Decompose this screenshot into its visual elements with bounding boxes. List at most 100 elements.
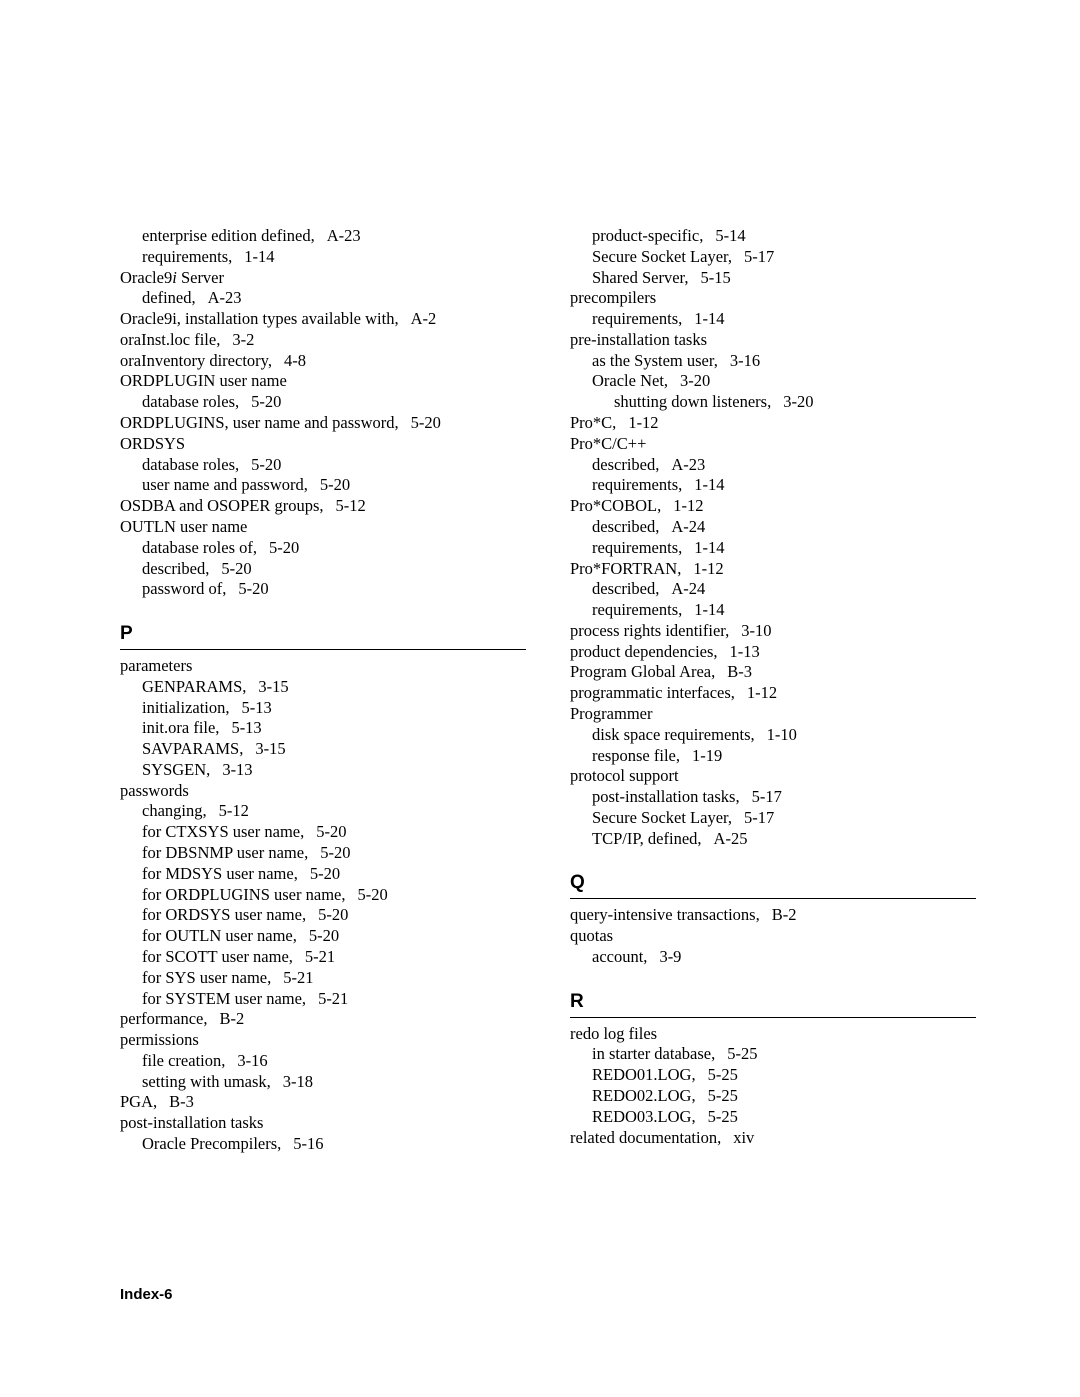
index-entry: database roles,5-20 (142, 455, 526, 476)
index-entry-text: Server (177, 268, 224, 287)
index-entry: initialization,5-13 (142, 698, 526, 719)
index-entry-text: for ORDSYS user name, (142, 905, 306, 924)
index-entry: changing,5-12 (142, 801, 526, 822)
index-entry: requirements,1-14 (142, 247, 526, 268)
index-entry-text: SAVPARAMS, (142, 739, 243, 758)
page-footer: Index-6 (120, 1286, 173, 1303)
index-entry-text: performance, (120, 1009, 208, 1028)
index-entry-text: shutting down listeners, (614, 392, 771, 411)
index-entry-text: account, (592, 947, 647, 966)
index-entry-text: precompilers (570, 288, 656, 307)
index-entry-text: Secure Socket Layer, (592, 247, 732, 266)
index-entry-ref: A-24 (671, 579, 705, 598)
index-entry-text: setting with umask, (142, 1072, 271, 1091)
index-entry-text: REDO01.LOG, (592, 1065, 696, 1084)
index-entry-text: database roles of, (142, 538, 257, 557)
index-entry: protocol support (570, 766, 976, 787)
index-entry-ref: 5-20 (316, 822, 346, 841)
index-entry-text: requirements, (592, 309, 682, 328)
index-entry-text: ORDPLUGINS, user name and password, (120, 413, 399, 432)
index-entry-ref: 5-20 (320, 843, 350, 862)
index-entry: performance,B-2 (120, 1009, 526, 1030)
index-entry-text: for SYS user name, (142, 968, 271, 987)
index-entry-ref: B-3 (169, 1092, 194, 1111)
index-entry-ref: 1-19 (692, 746, 722, 765)
index-entry-text: PGA, (120, 1092, 157, 1111)
index-entry-text: requirements, (592, 538, 682, 557)
index-page: enterprise edition defined,A-23requireme… (0, 0, 1080, 1155)
index-entry: SAVPARAMS, 3-15 (142, 739, 526, 760)
index-entry-text: requirements, (592, 600, 682, 619)
index-entry-text: response file, (592, 746, 680, 765)
index-entry-text: in starter database, (592, 1044, 715, 1063)
index-entry-text: requirements, (142, 247, 232, 266)
index-entry: setting with umask, 3-18 (142, 1072, 526, 1093)
index-entry-text: protocol support (570, 766, 679, 785)
index-entry: Program Global Area,B-3 (570, 662, 976, 683)
index-entry: quotas (570, 926, 976, 947)
index-entry-text: passwords (120, 781, 189, 800)
index-entry-ref: 1-12 (747, 683, 777, 702)
index-entry-ref: A-23 (208, 288, 242, 307)
index-entry: redo log files (570, 1024, 976, 1045)
index-entry-text: for ORDPLUGINS user name, (142, 885, 345, 904)
index-entry-ref: 3-18 (283, 1072, 313, 1091)
index-entry: response file, 1-19 (592, 746, 976, 767)
index-entry: Oracle Precompilers, 5-16 (142, 1134, 526, 1155)
index-entry-ref: 3-15 (258, 677, 288, 696)
index-entry-text: query-intensive transactions, (570, 905, 760, 924)
index-entry-ref: 3-20 (680, 371, 710, 390)
index-entry-text: process rights identifier, (570, 621, 729, 640)
index-entry: requirements,1-14 (592, 475, 976, 496)
index-entry: Pro*C/C++ (570, 434, 976, 455)
index-entry: Secure Socket Layer,5-17 (592, 247, 976, 268)
index-entry: Secure Socket Layer,5-17 (592, 808, 976, 829)
index-entry-ref: 1-12 (673, 496, 703, 515)
index-entry: OSDBA and OSOPER groups,5-12 (120, 496, 526, 517)
index-entry-ref: xiv (733, 1128, 754, 1147)
index-entry-ref: 1-13 (730, 642, 760, 661)
index-entry-ref: 5-21 (305, 947, 335, 966)
index-entry-text: described, (592, 579, 659, 598)
index-entry-ref: 5-25 (727, 1044, 757, 1063)
index-entry-text: described, (592, 455, 659, 474)
index-entry-text: parameters (120, 656, 192, 675)
index-entry: permissions (120, 1030, 526, 1051)
index-entry-ref: 5-15 (700, 268, 730, 287)
index-entry: file creation,3-16 (142, 1051, 526, 1072)
index-entry-ref: 5-25 (708, 1107, 738, 1126)
section-heading-r: R (570, 990, 976, 1014)
index-entry-ref: A-23 (671, 455, 705, 474)
index-entry: REDO02.LOG,5-25 (592, 1086, 976, 1107)
index-entry: REDO03.LOG,5-25 (592, 1107, 976, 1128)
index-entry-ref: 5-16 (293, 1134, 323, 1153)
left-column: enterprise edition defined,A-23requireme… (120, 226, 526, 1155)
index-entry: Oracle9i, installation types available w… (120, 309, 526, 330)
index-entry: for CTXSYS user name,5-20 (142, 822, 526, 843)
index-entry-ref: 3-15 (255, 739, 285, 758)
index-entry-text: TCP/IP, defined, (592, 829, 702, 848)
index-entry-text: Oracle Precompilers, (142, 1134, 281, 1153)
index-entry: as the System user,3-16 (592, 351, 976, 372)
index-entry-text: for SYSTEM user name, (142, 989, 306, 1008)
index-entry-text: Oracle9i, installation types available w… (120, 309, 399, 328)
index-entry-ref: 5-21 (318, 989, 348, 1008)
index-entry-text: SYSGEN, (142, 760, 210, 779)
index-entry: database roles of,5-20 (142, 538, 526, 559)
index-entry: Shared Server,5-15 (592, 268, 976, 289)
index-entry: defined,A-23 (142, 288, 526, 309)
index-entry-ref: 5-20 (357, 885, 387, 904)
section-rule (120, 649, 526, 650)
index-entry: described, A-23 (592, 455, 976, 476)
index-entry: ORDPLUGIN user name (120, 371, 526, 392)
index-entry-ref: 5-25 (708, 1086, 738, 1105)
index-entry: described, A-24 (592, 579, 976, 600)
index-entry-text: Pro*FORTRAN, (570, 559, 681, 578)
index-entry-ref: 3-13 (222, 760, 252, 779)
index-entry-text: OSDBA and OSOPER groups, (120, 496, 324, 515)
index-entry-ref: 5-21 (283, 968, 313, 987)
index-entry-ref: 5-17 (744, 808, 774, 827)
index-entry: PGA, B-3 (120, 1092, 526, 1113)
index-entry-text: file creation, (142, 1051, 225, 1070)
index-entry: parameters (120, 656, 526, 677)
